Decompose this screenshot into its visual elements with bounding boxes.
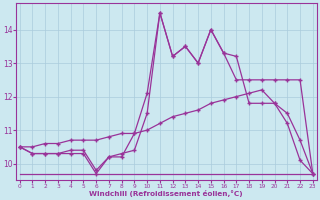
X-axis label: Windchill (Refroidissement éolien,°C): Windchill (Refroidissement éolien,°C) xyxy=(89,190,243,197)
